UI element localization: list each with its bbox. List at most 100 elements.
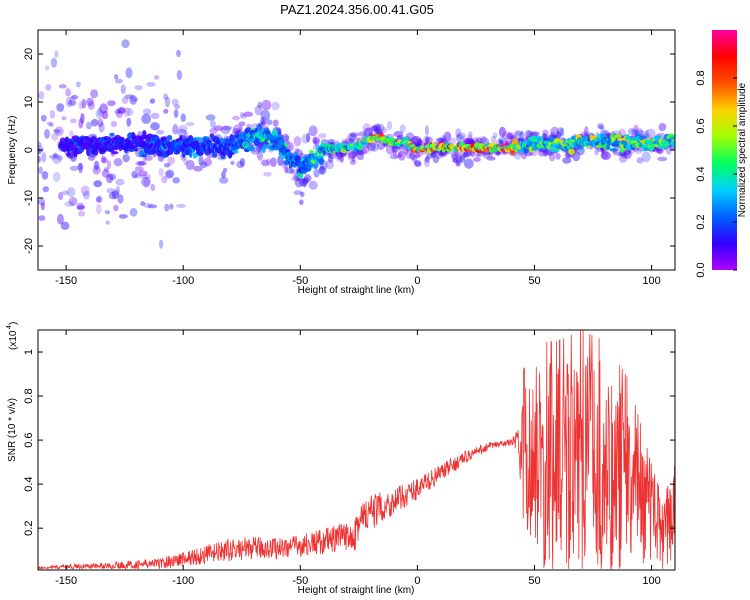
spectrogram-cell bbox=[51, 132, 59, 141]
spectrogram-cell bbox=[648, 147, 655, 151]
spectrogram-cell bbox=[46, 121, 53, 126]
spectrogram-cell bbox=[113, 158, 123, 167]
spectrogram-y-ticks: -20 -10 0 10 20 bbox=[23, 48, 675, 254]
spectrogram-cell bbox=[38, 145, 44, 153]
spectrogram-cell bbox=[451, 153, 458, 161]
spectrogram-cell bbox=[481, 151, 488, 156]
spectrogram-cell bbox=[272, 119, 279, 127]
x-tick-label: 0 bbox=[414, 275, 420, 287]
spectrogram-cell bbox=[108, 191, 117, 200]
spectrogram-cell bbox=[492, 132, 498, 139]
spectrogram-cell bbox=[150, 183, 156, 192]
spectrogram-cell bbox=[110, 120, 118, 128]
spectrogram-cell bbox=[125, 67, 133, 79]
spectrogram-cell bbox=[106, 160, 112, 170]
spectrogram-cell bbox=[466, 134, 473, 142]
spectrogram-cell bbox=[600, 149, 609, 160]
spectrogram-cell bbox=[355, 150, 365, 156]
spectrogram-cell bbox=[101, 157, 108, 164]
spectrogram-cell bbox=[126, 117, 132, 127]
spectrogram-cell bbox=[318, 157, 325, 165]
x-tick-label: 100 bbox=[642, 275, 660, 287]
spectrogram-cell bbox=[312, 136, 321, 145]
spectrogram-cell bbox=[61, 116, 67, 121]
spectrogram-cell bbox=[486, 156, 496, 161]
spectrogram-cell bbox=[424, 125, 429, 136]
spectrogram-cell bbox=[140, 176, 151, 187]
spectrogram-cell bbox=[537, 149, 548, 157]
spectrogram-cell bbox=[415, 152, 421, 159]
spectrogram-cell bbox=[284, 142, 289, 148]
y-tick-label: 1 bbox=[23, 349, 35, 355]
spectrogram-cell bbox=[52, 153, 62, 164]
spectrogram-cell bbox=[44, 128, 50, 139]
spectrogram-cell bbox=[390, 146, 401, 153]
spectrogram-cell bbox=[80, 185, 90, 196]
spectrogram-cell bbox=[141, 113, 152, 124]
spectrogram-cell bbox=[118, 107, 125, 114]
spectrogram-cell bbox=[41, 152, 47, 163]
spectrogram-cell bbox=[542, 132, 548, 141]
spectrogram-cell bbox=[146, 81, 156, 87]
spectrogram-cell bbox=[124, 94, 134, 99]
spectrogram-cell bbox=[119, 136, 125, 141]
snr-scale-factor: (x10 4 ) bbox=[6, 322, 19, 350]
snr-panel: -150 -100 -50 0 50 100 0.2 0.4 0.6 0.8 1 Height o… bbox=[6, 322, 676, 596]
spectrogram-cell bbox=[560, 127, 565, 137]
spectrogram-cell bbox=[260, 109, 271, 121]
spectrogram-cell bbox=[113, 204, 119, 212]
spectrogram-cell bbox=[301, 133, 309, 144]
spectrogram-cell bbox=[432, 154, 440, 164]
spectrogram-cell bbox=[293, 136, 302, 147]
spectrogram-cell bbox=[426, 152, 434, 159]
spectrogram-cell bbox=[308, 149, 315, 154]
spectrogram-cell bbox=[67, 100, 77, 106]
spectrogram-cell bbox=[143, 177, 151, 188]
spectrogram-cell bbox=[163, 108, 169, 114]
spectrogram-cell bbox=[38, 198, 46, 206]
spectrogram-cell bbox=[45, 83, 52, 91]
spectrogram-cell bbox=[270, 157, 277, 167]
spectrogram-cell bbox=[105, 173, 114, 184]
spectrogram-cell bbox=[101, 169, 110, 178]
spectrogram-cell bbox=[349, 132, 359, 138]
spectrogram-cell bbox=[53, 152, 58, 158]
spectrogram-cell bbox=[555, 152, 561, 160]
spectrogram-cell bbox=[633, 124, 639, 134]
spectrogram-cell bbox=[131, 170, 138, 179]
spectrogram-cell bbox=[416, 137, 423, 147]
snr-frame bbox=[37, 329, 676, 571]
spectrogram-cell bbox=[78, 118, 84, 129]
spectrogram-cell bbox=[488, 152, 493, 158]
spectrogram-cell bbox=[413, 161, 422, 168]
spectrogram-cell bbox=[114, 109, 122, 115]
spectrogram-cell bbox=[62, 190, 69, 196]
snr-series-line bbox=[38, 330, 675, 570]
x-tick-label: -100 bbox=[172, 275, 194, 287]
spectrogram-cell bbox=[178, 125, 188, 133]
spectrogram-cell bbox=[636, 157, 644, 164]
spectrogram-cell bbox=[54, 50, 59, 58]
spectrogram-cell bbox=[347, 153, 355, 161]
spectrogram-cell bbox=[256, 151, 264, 161]
spectrogram-cell bbox=[222, 125, 233, 131]
spectrogram-cell bbox=[121, 96, 129, 105]
spectrogram-cell bbox=[656, 148, 664, 154]
spectrogram-cell bbox=[497, 137, 507, 143]
spectrogram-cell bbox=[598, 125, 605, 130]
spectrogram-cell bbox=[263, 171, 272, 177]
spectrogram-cell bbox=[436, 137, 445, 143]
spectrogram-cell bbox=[96, 204, 102, 215]
spectrogram-cell bbox=[87, 154, 96, 161]
y-tick-label: 0.4 bbox=[23, 476, 35, 491]
spectrogram-cell bbox=[101, 110, 109, 120]
spectrogram-cell bbox=[514, 130, 523, 136]
spectrogram-cell bbox=[346, 150, 354, 156]
spectrogram-cell bbox=[195, 137, 203, 142]
spectrogram-cell bbox=[346, 133, 356, 142]
spectrogram-cell bbox=[150, 122, 160, 131]
spectrogram-cell bbox=[164, 96, 171, 108]
spectrogram-cell bbox=[209, 127, 218, 135]
spectrogram-cell bbox=[100, 155, 106, 164]
spectrogram-cell bbox=[56, 103, 65, 112]
